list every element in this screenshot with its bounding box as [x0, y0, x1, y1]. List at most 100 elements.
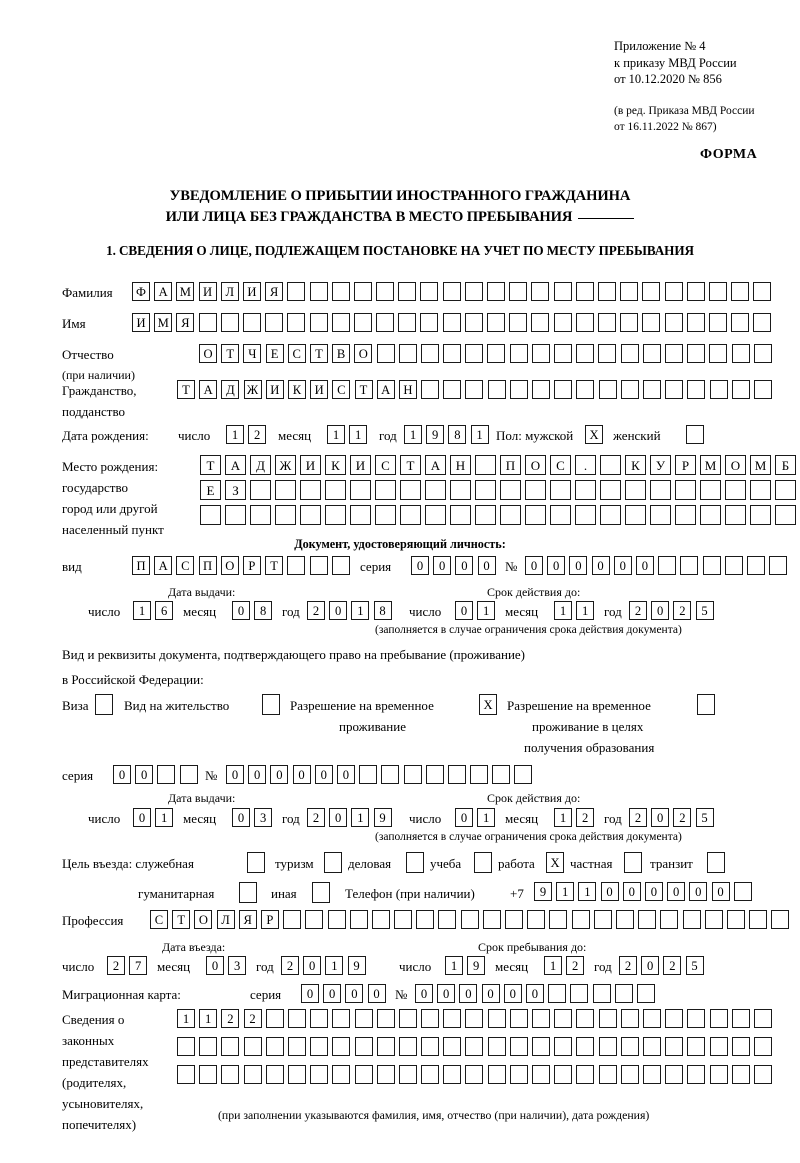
char-cell[interactable]: 0: [600, 882, 619, 901]
char-cell[interactable]: [482, 910, 501, 929]
char-cell[interactable]: 1: [133, 601, 151, 620]
char-cell[interactable]: Н: [398, 380, 417, 399]
char-cell[interactable]: 9: [373, 808, 392, 827]
char-cell[interactable]: [598, 1065, 617, 1084]
char-cell[interactable]: [509, 313, 528, 332]
char-cell[interactable]: [642, 344, 661, 363]
char-cell[interactable]: 0: [689, 882, 708, 901]
char-cell[interactable]: 1: [578, 882, 597, 901]
char-cell[interactable]: Б: [775, 455, 796, 475]
char-cell[interactable]: [416, 910, 435, 929]
char-cell[interactable]: 0: [433, 556, 452, 575]
char-cell[interactable]: М: [176, 282, 195, 301]
char-cell[interactable]: [179, 765, 198, 784]
char-cell[interactable]: [593, 910, 612, 929]
char-cell[interactable]: [664, 313, 683, 332]
char-cell[interactable]: [642, 1037, 661, 1056]
char-cell[interactable]: Т: [221, 344, 240, 363]
char-cell[interactable]: Д: [250, 455, 271, 475]
char-cell[interactable]: [310, 1009, 329, 1028]
char-cell[interactable]: [465, 344, 484, 363]
char-cell[interactable]: [576, 1065, 595, 1084]
char-cell[interactable]: 2: [576, 808, 595, 827]
char-cell[interactable]: 6: [155, 601, 174, 620]
char-cell[interactable]: [376, 313, 395, 332]
char-cell[interactable]: [700, 505, 721, 525]
char-cell[interactable]: И: [132, 313, 150, 332]
char-cell[interactable]: [731, 1065, 750, 1084]
char-cell[interactable]: [664, 282, 683, 301]
char-cell[interactable]: [465, 1009, 484, 1028]
char-cell[interactable]: [509, 1037, 528, 1056]
char-cell[interactable]: [615, 910, 634, 929]
char-cell[interactable]: [726, 910, 745, 929]
char-cell[interactable]: [331, 282, 350, 301]
char-cell[interactable]: 5: [695, 808, 714, 827]
char-cell[interactable]: [597, 282, 616, 301]
char-cell[interactable]: [177, 1065, 195, 1084]
char-cell[interactable]: [400, 480, 421, 500]
char-cell[interactable]: [592, 984, 611, 1003]
char-cell[interactable]: 2: [566, 956, 585, 975]
char-cell[interactable]: И: [242, 282, 261, 301]
char-cell[interactable]: [242, 313, 261, 332]
char-cell[interactable]: 9: [426, 425, 445, 444]
char-cell[interactable]: 2: [629, 601, 647, 620]
permit-residence-checkbox[interactable]: [262, 694, 280, 715]
char-cell[interactable]: [487, 344, 506, 363]
char-cell[interactable]: 0: [569, 556, 588, 575]
birthplace-row-3[interactable]: [200, 505, 800, 525]
char-cell[interactable]: 8: [448, 425, 467, 444]
char-cell[interactable]: [309, 556, 328, 575]
purpose-transit-checkbox[interactable]: [707, 852, 725, 873]
char-cell[interactable]: [420, 282, 439, 301]
char-cell[interactable]: [753, 344, 772, 363]
char-cell[interactable]: [470, 765, 489, 784]
char-cell[interactable]: 2: [281, 956, 299, 975]
char-cell[interactable]: [398, 1009, 417, 1028]
char-cell[interactable]: [421, 1009, 440, 1028]
char-cell[interactable]: [425, 505, 446, 525]
char-cell[interactable]: [753, 282, 772, 301]
char-cell[interactable]: [487, 282, 505, 301]
char-cell[interactable]: [724, 556, 743, 575]
char-cell[interactable]: 0: [651, 601, 670, 620]
char-cell[interactable]: М: [154, 313, 173, 332]
char-cell[interactable]: [725, 480, 746, 500]
char-cell[interactable]: А: [425, 455, 446, 475]
char-cell[interactable]: [532, 1065, 550, 1084]
char-cell[interactable]: [421, 1065, 440, 1084]
char-cell[interactable]: [731, 380, 750, 399]
char-cell[interactable]: 0: [622, 882, 641, 901]
char-cell[interactable]: 0: [411, 556, 429, 575]
char-cell[interactable]: [733, 882, 752, 901]
char-cell[interactable]: [620, 344, 639, 363]
char-cell[interactable]: [381, 765, 400, 784]
char-cell[interactable]: [509, 1009, 528, 1028]
char-cell[interactable]: 1: [325, 956, 344, 975]
char-cell[interactable]: [554, 1065, 573, 1084]
char-cell[interactable]: [332, 1009, 351, 1028]
char-cell[interactable]: О: [199, 344, 217, 363]
char-cell[interactable]: [532, 1037, 550, 1056]
char-cell[interactable]: [548, 984, 567, 1003]
representatives-row-2[interactable]: [177, 1037, 776, 1056]
char-cell[interactable]: [376, 1009, 395, 1028]
char-cell[interactable]: Д: [221, 380, 240, 399]
char-cell[interactable]: [465, 380, 484, 399]
char-cell[interactable]: [421, 1037, 440, 1056]
char-cell[interactable]: [731, 1009, 750, 1028]
char-cell[interactable]: [375, 505, 396, 525]
